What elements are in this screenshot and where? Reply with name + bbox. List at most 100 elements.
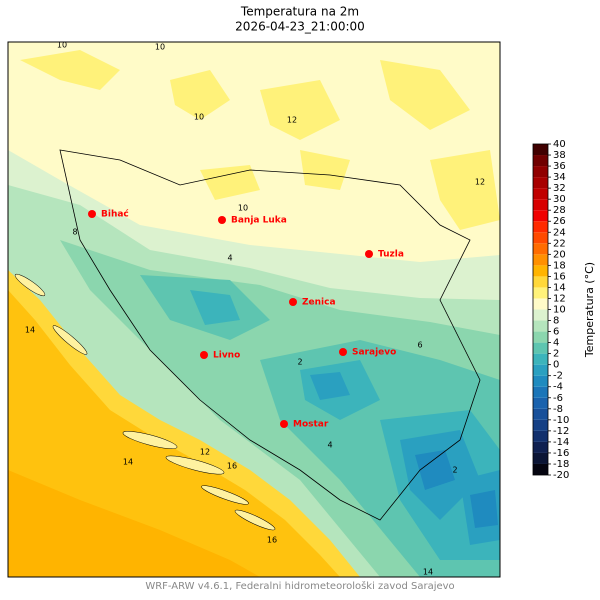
colorbar-tick-label: 28 — [553, 205, 566, 216]
band-m2 — [310, 372, 500, 545]
colorbar-swatch — [533, 265, 548, 277]
contour-label: 12 — [475, 178, 485, 187]
footer: WRF-ARW v4.6.1, Federalni hidrometeorolo… — [145, 580, 454, 592]
contour-label: 6 — [417, 341, 422, 350]
colorbar-tick-label: 2 — [553, 349, 559, 360]
colorbar-tick-label: -16 — [553, 448, 569, 459]
colorbar-tick-label: 14 — [553, 282, 566, 293]
colorbar-tick-label: 10 — [553, 305, 566, 316]
colorbar-tick-label: 0 — [553, 360, 559, 371]
colorbar-swatch — [533, 221, 548, 233]
city-label: Livno — [213, 351, 240, 361]
contour-label: 2 — [452, 466, 457, 475]
band-m4 — [415, 450, 498, 528]
colorbar-tick-label: -10 — [553, 415, 569, 426]
city-marker — [218, 216, 226, 224]
city-marker — [339, 348, 347, 356]
contour-label: 14 — [423, 568, 433, 577]
contour-label: 14 — [123, 458, 133, 467]
map-frame — [7, 41, 501, 578]
contour-label: 16 — [227, 462, 237, 471]
colorbar-swatch — [533, 298, 548, 310]
colorbar-tick-label: -6 — [553, 393, 563, 404]
colorbar-tick-label: 36 — [553, 161, 566, 172]
colorbar-swatch — [533, 452, 548, 464]
islands — [14, 273, 276, 531]
contour-label: 2 — [297, 358, 302, 367]
contour-label: 14 — [25, 326, 35, 335]
colorbar-swatch — [533, 155, 548, 167]
colorbar-swatch — [533, 144, 548, 156]
colorbar-swatch — [533, 430, 548, 442]
city-marker — [200, 351, 208, 359]
warm-patches — [20, 50, 500, 230]
contour-label: 10 — [57, 41, 67, 50]
colorbar-tick-label: 34 — [553, 172, 566, 183]
colorbar-tick-label: 26 — [553, 216, 566, 227]
colorbar-tick-label: -18 — [553, 459, 569, 470]
colorbar-swatch — [533, 331, 548, 343]
title: Temperatura na 2m — [240, 5, 359, 19]
colorbar-swatch — [533, 342, 548, 354]
colorbar-swatch — [533, 408, 548, 420]
colorbar-swatch — [533, 375, 548, 387]
colorbar-tick-label: 30 — [553, 194, 566, 205]
colorbar-swatch — [533, 254, 548, 266]
colorbar-tick-label: 18 — [553, 260, 566, 271]
colorbar-tick-label: 32 — [553, 183, 566, 194]
colorbar-tick-label: 22 — [553, 238, 566, 249]
colorbar-tick-label: -20 — [553, 470, 569, 481]
colorbar-swatch — [533, 463, 548, 475]
colorbar-swatch — [533, 441, 548, 453]
colorbar-swatch — [533, 276, 548, 288]
city-marker — [88, 210, 96, 218]
city-marker — [365, 250, 373, 258]
colorbar-swatch — [533, 397, 548, 409]
colorbar-swatch — [533, 243, 548, 255]
colorbar-label: Temperatura (°C) — [583, 262, 596, 358]
colorbar-swatch — [533, 364, 548, 376]
colorbar-swatch — [533, 232, 548, 244]
colorbar-tick-label: 4 — [553, 338, 559, 349]
contour-label: 10 — [155, 43, 165, 52]
city-label: Tuzla — [378, 250, 404, 260]
colorbar-swatch — [533, 419, 548, 431]
colorbar-swatch — [533, 177, 548, 189]
city-label: Bihać — [101, 209, 129, 220]
colorbar-tick-label: 16 — [553, 271, 566, 282]
city-label: Zenica — [302, 298, 336, 308]
colorbar-tick-label: 6 — [553, 327, 559, 338]
city-marker — [280, 420, 288, 428]
contour-label: 8 — [72, 228, 77, 237]
city-label: Sarajevo — [352, 348, 396, 358]
colorbar-tick-label: -12 — [553, 426, 569, 437]
colorbar-swatch — [533, 320, 548, 332]
colorbar-tick-label: -8 — [553, 404, 563, 415]
colorbar-swatch — [533, 199, 548, 211]
colorbar-tick-label: 24 — [553, 227, 566, 238]
colorbar-swatch — [533, 309, 548, 321]
colorbar-tick-label: 38 — [553, 150, 566, 161]
contour-label: 4 — [227, 254, 232, 263]
colorbar-swatch — [533, 188, 548, 200]
border — [59, 149, 481, 521]
colorbar-tick-label: -2 — [553, 371, 563, 382]
subtitle: 2026-04-23_21:00:00 — [235, 20, 365, 34]
colorbar-swatch — [533, 287, 548, 299]
contour-label: 4 — [327, 441, 332, 450]
colorbar-tick-label: -4 — [553, 382, 563, 393]
contour-label: 16 — [267, 536, 277, 545]
city-label: Banja Luka — [231, 216, 287, 226]
contour-label: 10 — [194, 113, 204, 122]
colorbar-tick-label: 40 — [553, 139, 566, 150]
contour-label: 10 — [238, 204, 248, 213]
sea-warm — [8, 470, 260, 577]
colorbar-swatch — [533, 353, 548, 365]
contour-label: 12 — [200, 448, 210, 457]
city-label: Mostar — [293, 420, 329, 430]
colorbar-swatch — [533, 210, 548, 222]
colorbar-tick-label: 8 — [553, 316, 559, 327]
colorbar-swatch — [533, 386, 548, 398]
colorbar-swatch — [533, 166, 548, 178]
